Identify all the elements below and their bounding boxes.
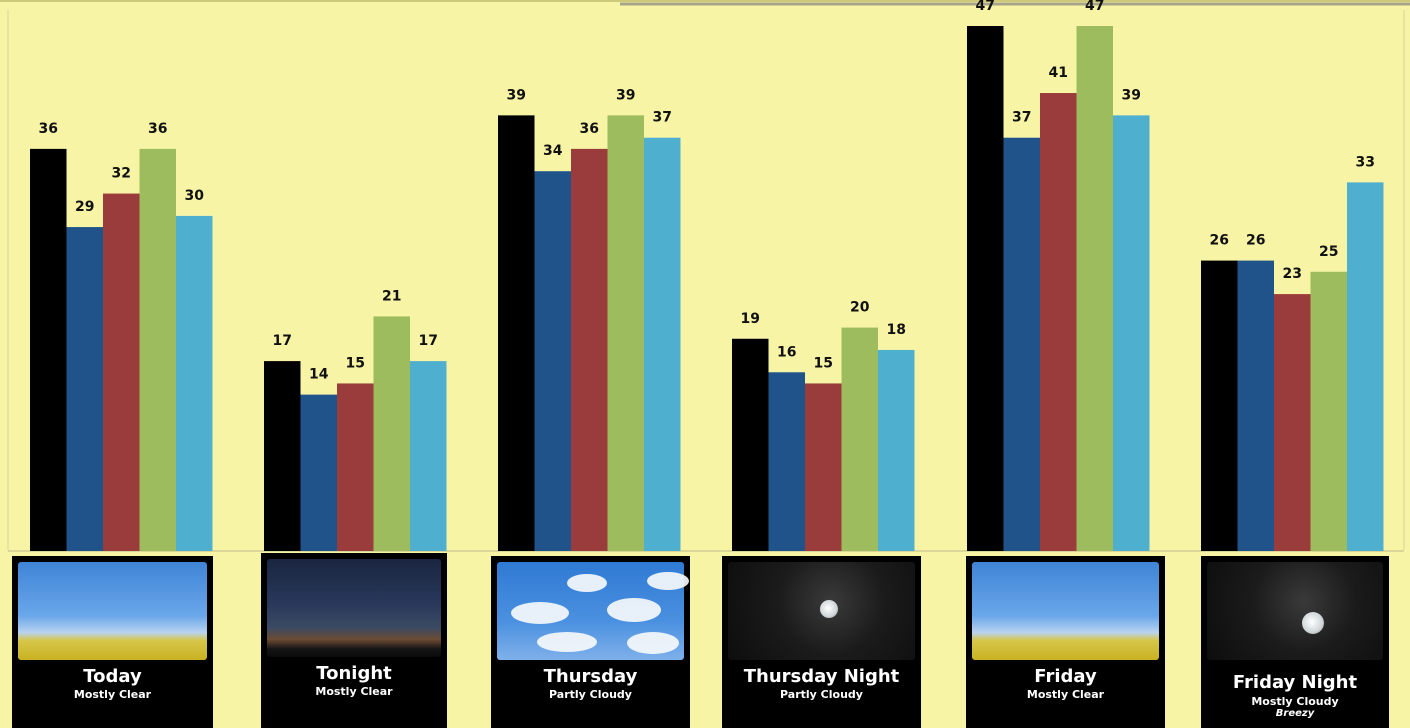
data-label: 17 [419,333,438,349]
data-label: 23 [1283,266,1302,282]
bar [410,361,447,551]
data-label: 15 [814,355,833,371]
forecast-title: Thursday Night [743,666,900,687]
forecast-condition: Mostly Clear [73,688,152,701]
data-label: 16 [777,344,796,360]
cloud-shape [627,632,679,654]
clear-sky-field-photo [18,562,207,660]
forecast-extra: Breezy [1275,708,1315,719]
temperature-bar-chart: 36 29 32 36 30 17 14 15 21 17 39 34 36 39 37 19 16 15 20 18… [0,0,1410,552]
data-label: 26 [1246,233,1265,249]
data-label: 15 [346,355,365,371]
forecast-card: Thursday Night Partly Cloudy [722,556,921,728]
forecast-card: Thursday Partly Cloudy [491,556,690,728]
data-label: 32 [112,166,131,182]
bar [337,383,374,551]
bar [1237,260,1274,551]
bar [732,338,769,551]
bar [1003,137,1040,551]
bar [300,394,337,551]
forecast-condition: Partly Cloudy [549,688,632,701]
bar [534,171,571,551]
data-label: 36 [580,121,599,137]
cloudy-night-moon-photo [1207,562,1383,660]
bar [571,148,608,551]
forecast-title: Friday [1034,666,1097,687]
cloud-shape [537,632,597,652]
data-label: 18 [887,322,906,338]
data-label: 34 [543,143,563,159]
cloud-shape [567,574,607,592]
bar [66,227,103,551]
data-label: 33 [1356,154,1375,170]
bar [373,316,410,551]
bar [1274,294,1311,551]
bar [264,361,301,551]
data-label: 25 [1319,244,1338,260]
data-label: 36 [148,121,167,137]
data-label: 17 [273,333,292,349]
forecast-condition: Partly Cloudy [780,688,863,701]
clear-night-sky-photo [267,559,441,657]
data-label: 41 [1049,65,1068,81]
forecast-condition: Mostly Clear [1026,688,1105,701]
data-label: 37 [653,110,672,126]
bar [1040,93,1077,551]
forecast-condition: Mostly Cloudy [1251,695,1339,708]
forecast-card: Today Mostly Clear [12,556,213,728]
partly-cloudy-sky-photo [497,562,689,660]
bar [967,26,1004,551]
data-label: 29 [75,199,94,215]
bar [30,148,67,551]
forecast-title: Friday Night [1232,672,1358,693]
moon-shape [820,600,838,618]
bar [139,148,176,551]
forecast-card: Friday Night Mostly Cloudy Breezy [1201,556,1389,728]
data-label: 20 [850,300,870,316]
data-label: 39 [1122,87,1141,103]
moon-shape [1302,612,1324,634]
data-label: 39 [507,87,526,103]
bar [1201,260,1238,551]
data-label: 47 [976,0,995,14]
data-label: 37 [1012,110,1031,126]
forecast-title: Thursday [543,666,638,687]
bar [103,193,140,551]
forecast-condition: Mostly Clear [315,685,393,698]
bar [498,115,535,552]
bar [768,372,805,551]
bar [644,137,681,551]
clear-sky-field-photo [972,562,1159,660]
bar [878,349,915,551]
cloudy-night-moon-photo [728,562,915,660]
data-label: 30 [185,188,205,204]
cloud-shape [607,598,661,622]
data-label: 21 [382,288,401,304]
bar [1113,115,1150,552]
data-label: 19 [741,311,760,327]
bar [176,215,213,551]
bar [1347,182,1384,551]
bar [1076,26,1113,551]
bar [841,327,878,551]
bar [1310,271,1347,551]
bar [607,115,644,552]
cloud-shape [511,602,569,624]
data-label: 36 [39,121,58,137]
forecast-title: Tonight [316,663,392,684]
cloud-shape [647,572,689,590]
data-label: 47 [1085,0,1104,14]
forecast-title: Today [83,666,142,687]
bar [805,383,842,551]
forecast-card: Tonight Mostly Clear [261,553,447,728]
data-label: 14 [309,367,329,383]
data-label: 39 [616,87,635,103]
forecast-card: Friday Mostly Clear [966,556,1165,728]
data-label: 26 [1210,233,1229,249]
